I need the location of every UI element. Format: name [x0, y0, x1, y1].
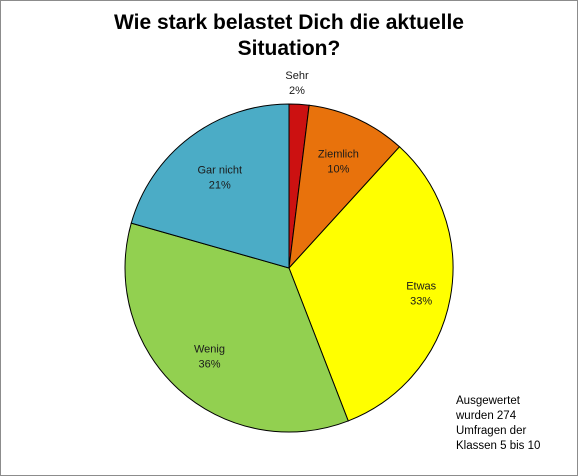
survey-note: Ausgewertet wurden 274 Umfragen der Klas…: [456, 394, 574, 454]
slice-category-label-etwas: Etwas: [406, 281, 436, 293]
survey-note-line-1: Ausgewertet: [456, 395, 520, 407]
pie-slice-etwas: [288, 146, 454, 422]
slice-category-label-wenig: Wenig: [194, 343, 225, 355]
survey-note-line-3: Umfragen der: [456, 425, 527, 437]
slice-category-label-ziemlich: Ziemlich: [318, 149, 359, 161]
slice-value-label-wenig: 36%: [198, 358, 220, 370]
slice-value-label-etwas: 33%: [410, 296, 432, 308]
slice-category-label-gar-nicht: Gar nicht: [197, 164, 242, 176]
slice-value-label-gar-nicht: 21%: [209, 179, 231, 191]
pie-slice-ziemlich: [288, 104, 401, 270]
slice-value-label-sehr: 2%: [289, 85, 305, 97]
slice-category-label-sehr: Sehr: [285, 70, 309, 82]
pie-slice-gar-nicht: [130, 103, 290, 269]
survey-note-line-2: wurden 274: [456, 410, 517, 422]
survey-note-line-4: Klassen 5 bis 10: [456, 440, 541, 452]
chart-title: Wie stark belastet Dich die aktuelle Sit…: [60, 10, 518, 62]
pie-slice-wenig: [124, 222, 349, 433]
chart-title-line-2: Situation?: [237, 37, 341, 60]
chart-title-line-1: Wie stark belastet Dich die aktuelle: [114, 11, 464, 34]
slice-value-label-ziemlich: 10%: [327, 164, 349, 176]
